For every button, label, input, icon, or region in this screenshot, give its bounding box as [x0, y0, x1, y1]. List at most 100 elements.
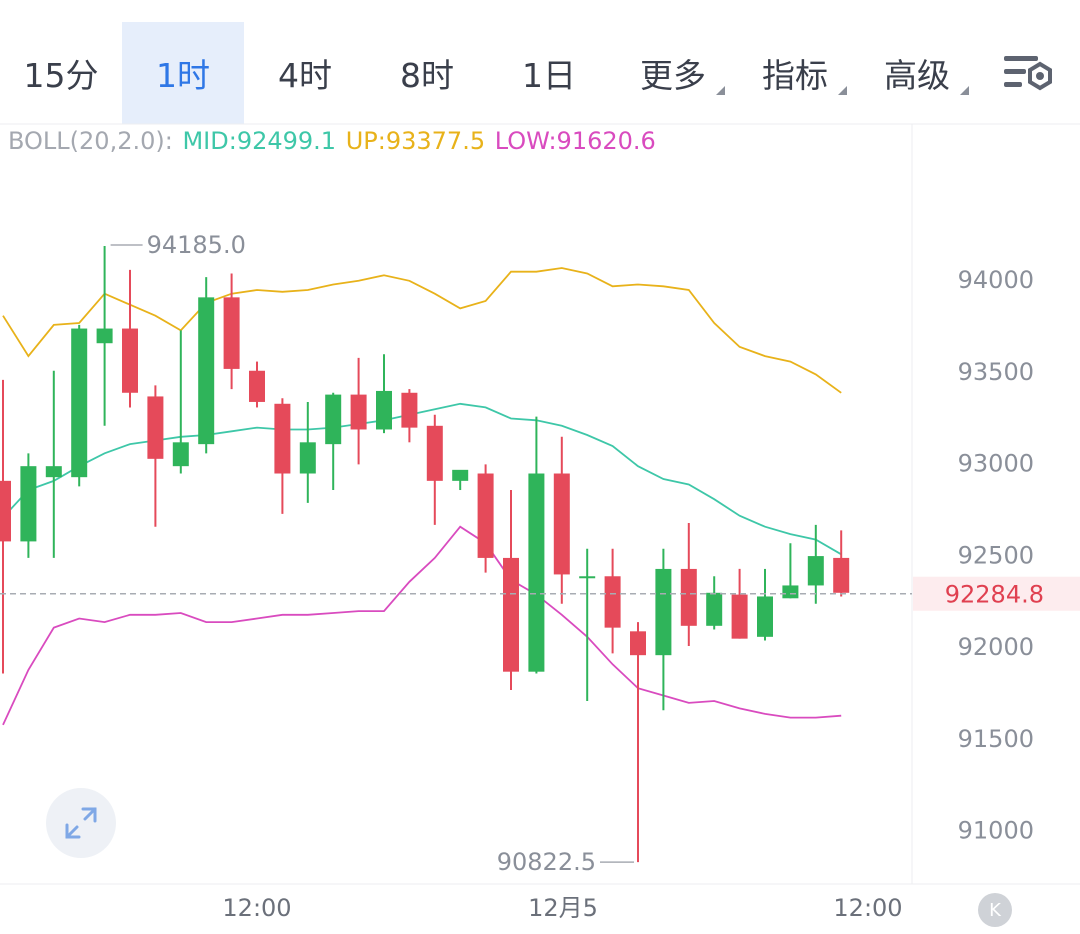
candle	[0, 379, 11, 674]
price-tick-label: 91500	[958, 725, 1034, 753]
candle-body	[782, 585, 799, 599]
tab-advanced[interactable]: 高级	[856, 22, 978, 124]
candle-body	[655, 568, 672, 656]
expand-icon[interactable]	[46, 788, 116, 858]
candle-body	[579, 576, 596, 579]
candle-body	[401, 392, 418, 428]
price-tick-label: 93500	[958, 358, 1034, 386]
price-axis: 94000 93500 93000 92500 92000 91500 91000 92284…	[0, 266, 1080, 845]
candle	[20, 453, 37, 558]
price-tick-label: 93000	[958, 450, 1034, 478]
candle-body	[45, 466, 62, 478]
candle	[45, 370, 62, 558]
price-tick-label: 94000	[958, 266, 1034, 294]
candle	[122, 269, 138, 408]
tab-indicators[interactable]: 指标	[734, 22, 856, 124]
current-price-tag	[913, 576, 1080, 611]
grid	[0, 123, 1080, 885]
candle-body	[452, 469, 469, 481]
boll-mid: MID:92499.1	[182, 127, 337, 155]
candle	[426, 414, 443, 525]
boll-low-line	[2, 525, 842, 726]
candle	[680, 523, 697, 646]
candle	[401, 389, 418, 443]
tab-label: 指标	[762, 56, 828, 95]
candle-body	[757, 596, 773, 637]
tab-1d[interactable]: 1日	[488, 22, 610, 124]
candle	[757, 568, 773, 641]
candle	[503, 490, 519, 691]
candle-body	[147, 396, 164, 459]
candle-body	[553, 473, 570, 575]
candle	[198, 277, 215, 454]
candle-body	[528, 473, 545, 672]
candle-body	[71, 328, 88, 478]
candle-body	[706, 592, 723, 626]
candle-body	[503, 557, 519, 672]
tab-label: 1时	[156, 56, 210, 95]
time-tick-label: 12:00	[222, 894, 291, 922]
candle	[528, 416, 545, 674]
candle-body	[20, 466, 37, 542]
candle	[299, 401, 316, 503]
candle	[96, 245, 113, 426]
price-tick-label: 91000	[958, 817, 1034, 845]
current-price-label: 92284.8	[945, 581, 1044, 609]
boll-up: UP:93377.5	[345, 127, 486, 155]
tab-more[interactable]: 更多	[612, 22, 734, 124]
timeframe-tabs: 15分 1时 4时 8时 1日 更多 指标 高级	[0, 22, 1080, 124]
candle	[833, 530, 850, 597]
candle-body	[426, 425, 443, 481]
bollinger-bands	[2, 267, 842, 726]
dropdown-triangle-icon	[838, 86, 847, 95]
price-tick-label: 92500	[958, 541, 1034, 569]
price-tick-label: 92000	[958, 633, 1034, 661]
candle	[325, 392, 342, 491]
candle-body	[630, 631, 646, 656]
candle	[706, 576, 723, 630]
candle	[553, 436, 570, 604]
boll-up-line	[2, 267, 842, 394]
tab-label: 1日	[522, 56, 576, 95]
candle	[249, 361, 265, 408]
candle-body	[122, 328, 138, 393]
tab-label: 4时	[278, 56, 332, 95]
dropdown-triangle-icon	[716, 86, 725, 95]
candle	[172, 330, 189, 474]
candle	[376, 354, 392, 434]
candle-body	[477, 473, 494, 558]
tab-label: 15分	[23, 56, 99, 95]
candle-body	[833, 557, 850, 593]
candle-body	[96, 328, 113, 344]
candle-body	[198, 297, 215, 445]
tab-label: 更多	[640, 56, 706, 95]
candle-body	[249, 370, 265, 402]
tab-15m[interactable]: 15分	[0, 22, 122, 124]
candle	[452, 469, 469, 491]
candle	[350, 357, 367, 465]
candle	[274, 398, 291, 514]
candle-body	[0, 480, 11, 542]
tab-8h[interactable]: 8时	[366, 22, 488, 124]
candle	[71, 324, 88, 487]
candle-body	[731, 594, 748, 639]
candle	[782, 543, 799, 599]
candle-body	[325, 394, 342, 445]
candle	[223, 273, 240, 390]
candle	[655, 548, 672, 711]
boll-legend: BOLL(20,2.0): MID:92499.1 UP:93377.5 LOW…	[8, 127, 658, 155]
candle	[731, 568, 748, 639]
candle	[604, 548, 621, 654]
tab-4h[interactable]: 4时	[244, 22, 366, 124]
boll-params: BOLL(20,2.0):	[8, 127, 173, 155]
tab-label: 高级	[884, 56, 950, 95]
k-line-button[interactable]: K	[978, 893, 1012, 927]
tab-1h[interactable]: 1时	[122, 22, 244, 124]
chart-settings-icon[interactable]	[1002, 52, 1056, 96]
candle-body	[274, 403, 291, 474]
dropdown-triangle-icon	[960, 86, 969, 95]
tab-label: 8时	[400, 56, 454, 95]
boll-low: LOW:91620.6	[494, 127, 656, 155]
candle-body	[376, 390, 392, 430]
